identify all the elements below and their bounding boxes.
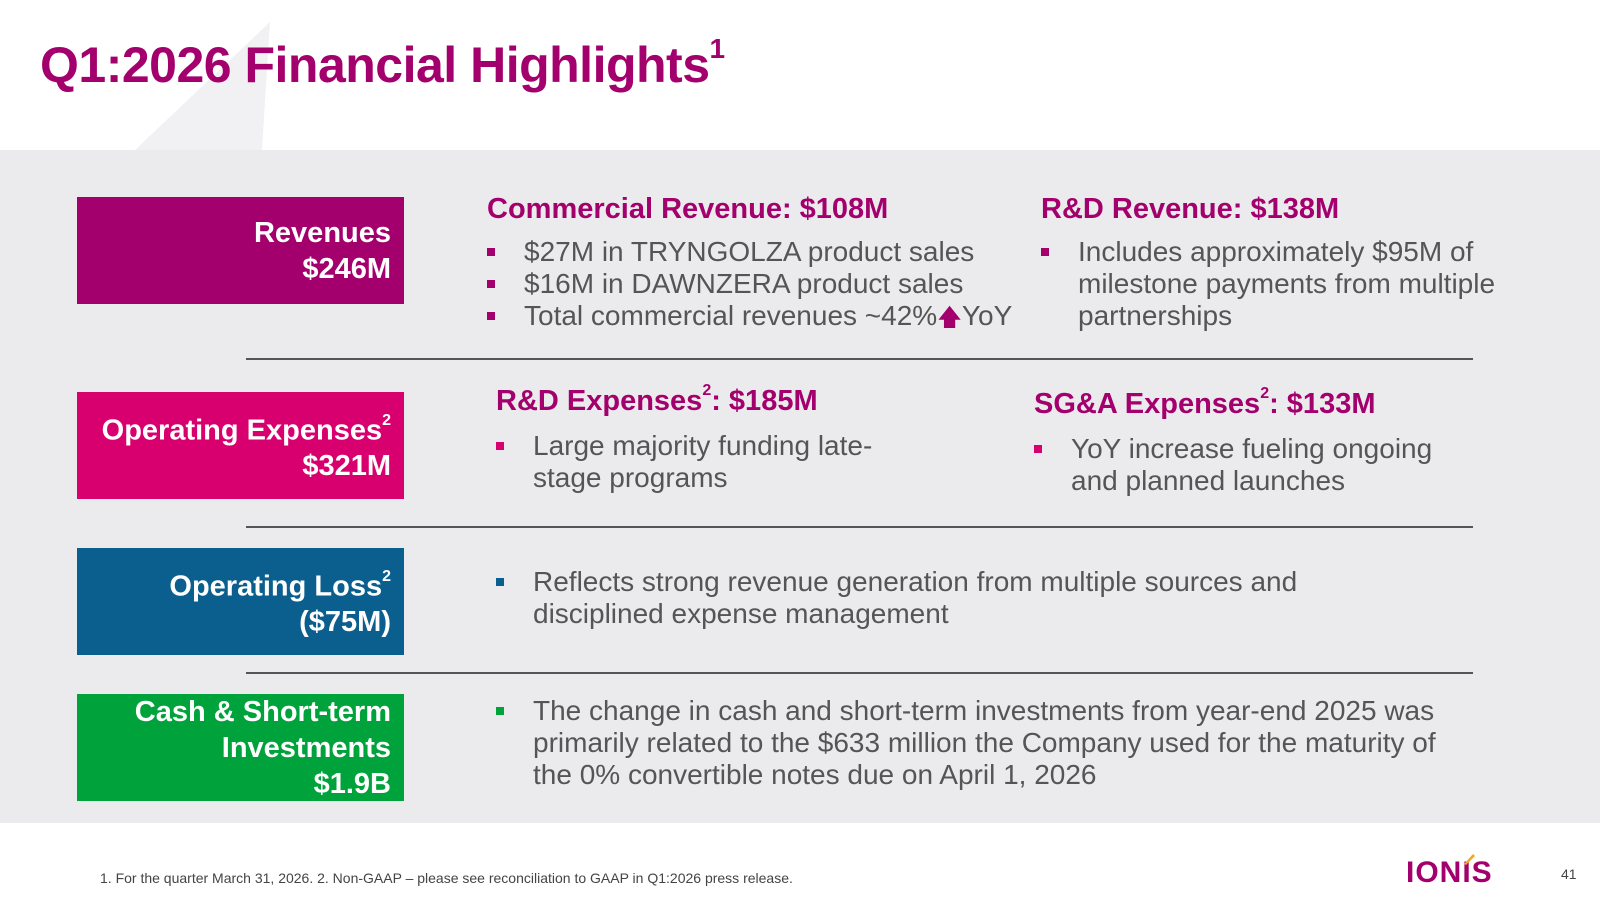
arrow-up-icon: 🡅	[937, 304, 962, 331]
logo-accent-icon	[1464, 854, 1475, 865]
list-item: The change in cash and short-term invest…	[496, 695, 1456, 791]
bullet-icon	[487, 248, 495, 256]
rd-revenue-heading: R&D Revenue: $138M	[1041, 193, 1340, 225]
cash-investments-box: Cash & Short-term Investments $1.9B	[77, 694, 404, 801]
list-item: YoY increase fueling ongoing and planned…	[1034, 433, 1484, 497]
cash-investments-list: The change in cash and short-term invest…	[496, 695, 1456, 791]
page-title: Q1:2026 Financial Highlights1	[40, 33, 726, 93]
sga-expenses-heading: SG&A Expenses2: $133M	[1034, 385, 1376, 420]
footnote: 1. For the quarter March 31, 2026. 2. No…	[100, 870, 793, 886]
cash-investments-value: $1.9B	[313, 767, 391, 800]
operating-expenses-label: Operating Expenses	[101, 414, 383, 447]
bullet-icon	[1034, 445, 1042, 453]
operating-expenses-value: $321M	[302, 450, 391, 483]
list-item: Total commercial revenues ~42%🡅YoY	[487, 300, 1027, 334]
sga-expenses-list: YoY increase fueling ongoing and planned…	[1034, 433, 1484, 497]
operating-loss-value: ($75M)	[299, 606, 391, 639]
operating-loss-label: Operating Loss	[169, 570, 383, 603]
revenues-label: Revenues	[253, 216, 391, 249]
ionis-logo: IONIS	[1406, 856, 1493, 889]
bullet-icon	[496, 442, 504, 450]
bullet-icon	[496, 707, 504, 715]
page-number: 41	[1561, 866, 1577, 882]
operating-loss-box: Operating Loss2 ($75M)	[77, 548, 404, 655]
divider	[246, 672, 1473, 674]
list-item: Reflects strong revenue generation from …	[496, 566, 1376, 630]
bullet-icon	[487, 280, 495, 288]
divider	[246, 358, 1473, 360]
operating-loss-list: Reflects strong revenue generation from …	[496, 566, 1376, 630]
revenues-box: Revenues $246M	[77, 197, 404, 304]
commercial-revenue-list: $27M in TRYNGOLZA product sales $16M in …	[487, 236, 1027, 334]
cash-investments-label: Cash & Short-term	[134, 695, 391, 728]
list-item: Includes approximately $95M of milestone…	[1041, 236, 1511, 332]
bullet-icon	[496, 578, 504, 586]
operating-expenses-box: Operating Expenses2 $321M	[77, 392, 404, 499]
background-swoosh	[135, 22, 270, 150]
rd-expenses-list: Large majority funding late-stage progra…	[496, 430, 906, 494]
list-item: $27M in TRYNGOLZA product sales	[487, 236, 1027, 268]
list-item: $16M in DAWNZERA product sales	[487, 268, 1027, 300]
rd-expenses-heading: R&D Expenses2: $185M	[496, 382, 818, 417]
list-item: Large majority funding late-stage progra…	[496, 430, 906, 494]
divider	[246, 526, 1473, 528]
rd-revenue-list: Includes approximately $95M of milestone…	[1041, 236, 1511, 332]
bullet-icon	[487, 312, 495, 320]
bullet-icon	[1041, 248, 1049, 256]
title-footnote-marker: 1	[709, 33, 726, 65]
revenues-value: $246M	[302, 252, 391, 285]
commercial-revenue-heading: Commercial Revenue: $108M	[487, 193, 889, 225]
